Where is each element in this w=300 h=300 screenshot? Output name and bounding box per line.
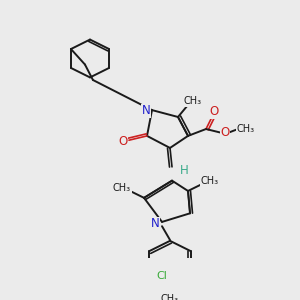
Text: O: O — [209, 105, 219, 118]
Text: N: N — [151, 217, 159, 230]
Text: O: O — [220, 126, 230, 139]
Text: CH₃: CH₃ — [201, 176, 219, 187]
Text: H: H — [180, 164, 188, 177]
Text: N: N — [142, 104, 150, 118]
Text: CH₃: CH₃ — [161, 294, 179, 300]
Text: Cl: Cl — [156, 271, 167, 281]
Text: CH₃: CH₃ — [113, 183, 131, 194]
Text: CH₃: CH₃ — [184, 97, 202, 106]
Text: CH₃: CH₃ — [237, 124, 255, 134]
Text: O: O — [118, 135, 127, 148]
